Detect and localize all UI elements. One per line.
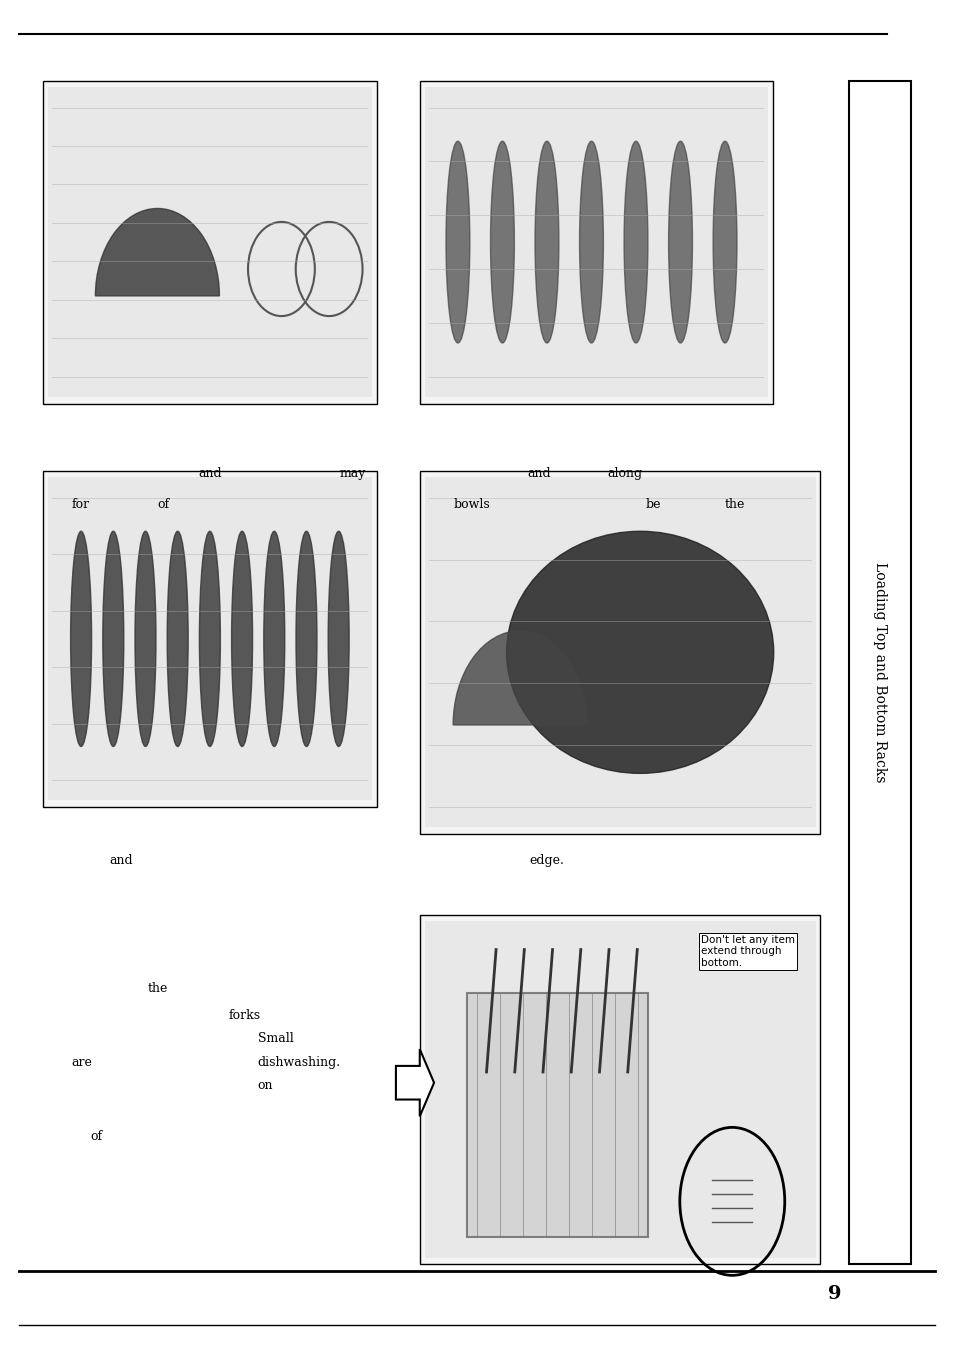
Text: of: of [91, 1130, 103, 1143]
Bar [419, 81, 772, 404]
Text: forks: forks [229, 1009, 261, 1022]
Ellipse shape [490, 141, 514, 343]
Bar [419, 471, 820, 834]
Wedge shape [95, 208, 219, 296]
Ellipse shape [328, 531, 349, 746]
Ellipse shape [71, 531, 91, 746]
Polygon shape [395, 1049, 434, 1116]
Text: Small: Small [257, 1032, 293, 1045]
Ellipse shape [295, 531, 316, 746]
Ellipse shape [578, 141, 602, 343]
Ellipse shape [232, 531, 253, 746]
Bar [467, 993, 647, 1237]
Text: the: the [148, 982, 168, 995]
Ellipse shape [135, 531, 156, 746]
Bar [848, 81, 910, 1264]
Bar [48, 87, 372, 397]
Bar [419, 915, 820, 1264]
Ellipse shape [623, 141, 647, 343]
Bar [43, 81, 376, 404]
Ellipse shape [506, 531, 773, 773]
Text: and: and [110, 854, 133, 868]
Text: 9: 9 [827, 1284, 841, 1303]
Text: and: and [198, 467, 221, 480]
Ellipse shape [199, 531, 220, 746]
Ellipse shape [103, 531, 124, 746]
Bar [424, 87, 767, 397]
Text: Loading Top and Bottom Racks: Loading Top and Bottom Racks [872, 562, 886, 783]
Ellipse shape [535, 141, 558, 343]
Text: edge.: edge. [529, 854, 564, 868]
Text: along: along [607, 467, 641, 480]
Text: bowls: bowls [453, 498, 490, 511]
Ellipse shape [713, 141, 736, 343]
Text: dishwashing.: dishwashing. [257, 1056, 340, 1069]
Text: Don't let any item
extend through
bottom.: Don't let any item extend through bottom… [700, 935, 795, 968]
Wedge shape [453, 631, 586, 725]
Text: and: and [527, 467, 550, 480]
Text: the: the [723, 498, 744, 511]
Text: on: on [257, 1079, 273, 1092]
Text: are: are [71, 1056, 92, 1069]
Text: may: may [339, 467, 366, 480]
Bar [48, 477, 372, 800]
Text: be: be [645, 498, 660, 511]
Text: for: for [71, 498, 90, 511]
Ellipse shape [668, 141, 692, 343]
Bar [424, 921, 815, 1258]
Text: of: of [157, 498, 170, 511]
Bar [424, 477, 815, 827]
Ellipse shape [167, 531, 188, 746]
Bar [43, 471, 376, 807]
Ellipse shape [263, 531, 284, 746]
Ellipse shape [445, 141, 469, 343]
